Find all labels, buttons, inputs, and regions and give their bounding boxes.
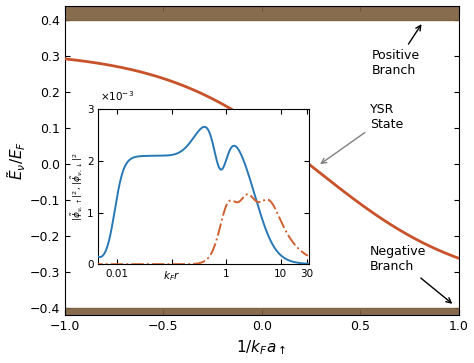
- Y-axis label: $\tilde{E}_\nu / E_F$: $\tilde{E}_\nu / E_F$: [6, 141, 28, 180]
- Text: YSR
State: YSR State: [321, 103, 403, 163]
- Text: Positive
Branch: Positive Branch: [372, 25, 421, 77]
- Text: Negative
Branch: Negative Branch: [370, 245, 451, 303]
- X-axis label: $1/k_F a_{\uparrow}$: $1/k_F a_{\uparrow}$: [237, 339, 287, 358]
